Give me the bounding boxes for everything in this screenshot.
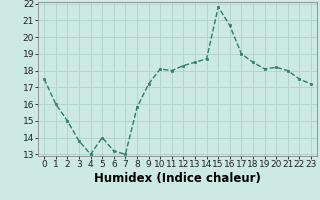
X-axis label: Humidex (Indice chaleur): Humidex (Indice chaleur) (94, 172, 261, 185)
